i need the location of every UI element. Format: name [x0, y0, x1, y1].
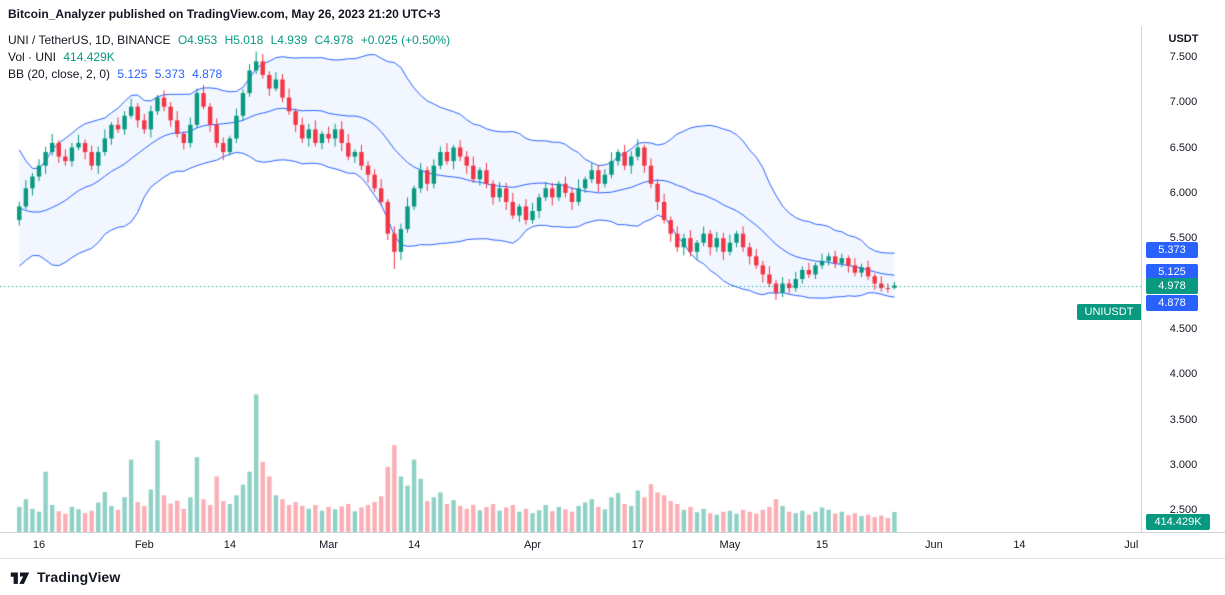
price-axis-tick: 6.500: [1169, 141, 1198, 154]
price-chart-canvas[interactable]: [0, 26, 1141, 532]
last-price-badge: 4.978: [1146, 277, 1198, 294]
publish-byline: Bitcoin_Analyzer published on TradingVie…: [8, 7, 441, 21]
price-axis-tick: 7.500: [1169, 50, 1198, 63]
volume-badge: 414.429K: [1146, 514, 1210, 530]
tradingview-brand[interactable]: TradingView: [37, 569, 121, 585]
chart-legend: UNI / TetherUS, 1D, BINANCE O4.953 H5.01…: [8, 32, 454, 83]
price-axis-tick: 4.000: [1169, 368, 1198, 381]
time-axis-tick: 14: [1013, 539, 1026, 551]
legend-symbol-row: UNI / TetherUS, 1D, BINANCE O4.953 H5.01…: [8, 32, 454, 49]
time-axis-tick: 17: [631, 539, 644, 551]
time-axis[interactable]: 16 Feb 14 Mar 14 Apr 17 May 15 Jun 14 Jul: [0, 532, 1225, 558]
bb-indicator-label: BB (20, close, 2, 0): [8, 67, 111, 81]
time-axis-tick: Feb: [134, 539, 154, 551]
price-axis-tick: 3.000: [1169, 458, 1198, 471]
volume-indicator-value: 414.429K: [63, 50, 115, 64]
legend-bb-row: BB (20, close, 2, 0) 5.125 5.373 4.878: [8, 66, 454, 83]
tradingview-logo-icon[interactable]: [10, 569, 30, 586]
time-axis-tick: Jul: [1124, 539, 1139, 551]
time-axis-tick: Jun: [925, 539, 943, 551]
bb-basis-price-badge: 5.125: [1146, 264, 1198, 281]
bb-upper-price-badge: 5.373: [1146, 241, 1198, 258]
price-axis-tick: 7.000: [1169, 96, 1198, 109]
last-price-symbol-badge: UNIUSDT: [1077, 303, 1141, 320]
ohlc-close: C4.978: [314, 33, 354, 47]
legend-volume-row: Vol · UNI 414.429K: [8, 49, 454, 66]
price-axis[interactable]: USDT 5.373 5.125 4.978 4.878 414.429K 7.…: [1141, 26, 1225, 532]
ohlc-open: O4.953: [177, 33, 218, 47]
bb-lower-price-badge: 4.878: [1146, 295, 1198, 312]
time-axis-tick: 14: [407, 539, 421, 551]
price-axis-tick: 4.500: [1169, 322, 1198, 335]
price-axis-tick: 2.500: [1169, 504, 1198, 517]
price-axis-tick: 3.500: [1169, 413, 1198, 426]
time-axis-tick: 15: [815, 539, 829, 551]
price-axis-unit: USDT: [1168, 33, 1199, 45]
time-axis-tick: Apr: [523, 539, 542, 551]
time-axis-tick: 14: [223, 539, 236, 551]
time-axis-tick: 16: [32, 539, 46, 551]
footer: TradingView: [0, 558, 1225, 595]
price-axis-tick: 6.000: [1169, 186, 1198, 199]
ohlc-low: L4.939: [270, 33, 308, 47]
time-axis-tick: Mar: [319, 539, 339, 551]
price-change: +0.025 (+0.50%): [360, 33, 451, 47]
ohlc-high: H5.018: [224, 33, 264, 47]
bb-basis-value: 5.125: [117, 67, 148, 81]
price-axis-tick: 5.500: [1169, 232, 1198, 245]
symbol-title: UNI / TetherUS, 1D, BINANCE: [8, 33, 171, 47]
chart-area: UNI / TetherUS, 1D, BINANCE O4.953 H5.01…: [0, 26, 1225, 532]
volume-indicator-label: Vol · UNI: [8, 50, 57, 64]
bb-lower-value: 4.878: [192, 67, 223, 81]
time-axis-tick: May: [719, 539, 741, 551]
bb-upper-value: 5.373: [154, 67, 185, 81]
